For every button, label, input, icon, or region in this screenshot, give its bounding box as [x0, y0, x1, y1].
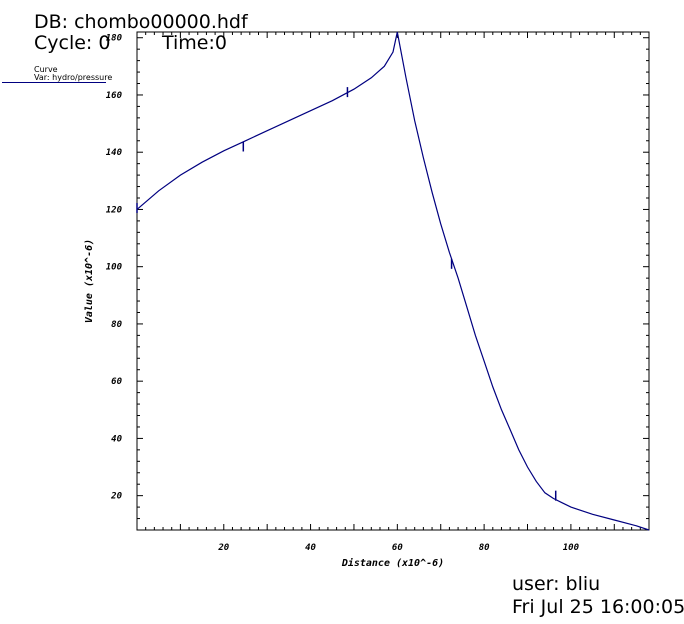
y-tick-label: 160 [106, 91, 123, 101]
y-axis-tick-labels: 20 40 60 80 100 120 140 160 180 [106, 34, 123, 502]
legend-title: Curve [34, 65, 58, 74]
series-markers [136, 87, 557, 501]
y-tick-label: 80 [111, 320, 122, 330]
time-label: Time:0 [162, 32, 227, 54]
x-axis-title: Distance (x10^-6) [341, 557, 444, 569]
x-tick-label: 20 [217, 543, 229, 553]
date-label: Fri Jul 25 16:00:05 [512, 596, 684, 618]
y-tick-label: 120 [106, 205, 123, 215]
legend-swatch [2, 82, 106, 83]
plot-frame [136, 31, 650, 531]
x-axis-tick-labels: 20 40 60 80 100 [217, 543, 579, 553]
x-tick-label: 60 [392, 543, 403, 553]
y-axis-title: Value (x10^-6) [84, 239, 95, 323]
series-line-pressure [136, 31, 650, 531]
database-label: DB: chombo00000.hdf [34, 11, 248, 33]
y-tick-label: 40 [111, 434, 122, 444]
y-axis-ticks [137, 37, 649, 520]
x-tick-label: 100 [563, 543, 580, 553]
user-label: user: bliu [512, 573, 601, 595]
x-tick-label: 80 [479, 543, 490, 553]
legend-variable: Var: hydro/pressure [34, 73, 113, 82]
x-axis-ticks [145, 32, 641, 530]
y-tick-label: 60 [111, 377, 122, 387]
y-tick-label: 180 [106, 34, 123, 44]
x-tick-label: 40 [305, 543, 316, 553]
y-tick-label: 20 [110, 492, 122, 502]
cycle-label: Cycle: 0 [34, 32, 111, 54]
y-tick-label: 140 [106, 148, 123, 158]
y-tick-label: 100 [106, 263, 123, 273]
